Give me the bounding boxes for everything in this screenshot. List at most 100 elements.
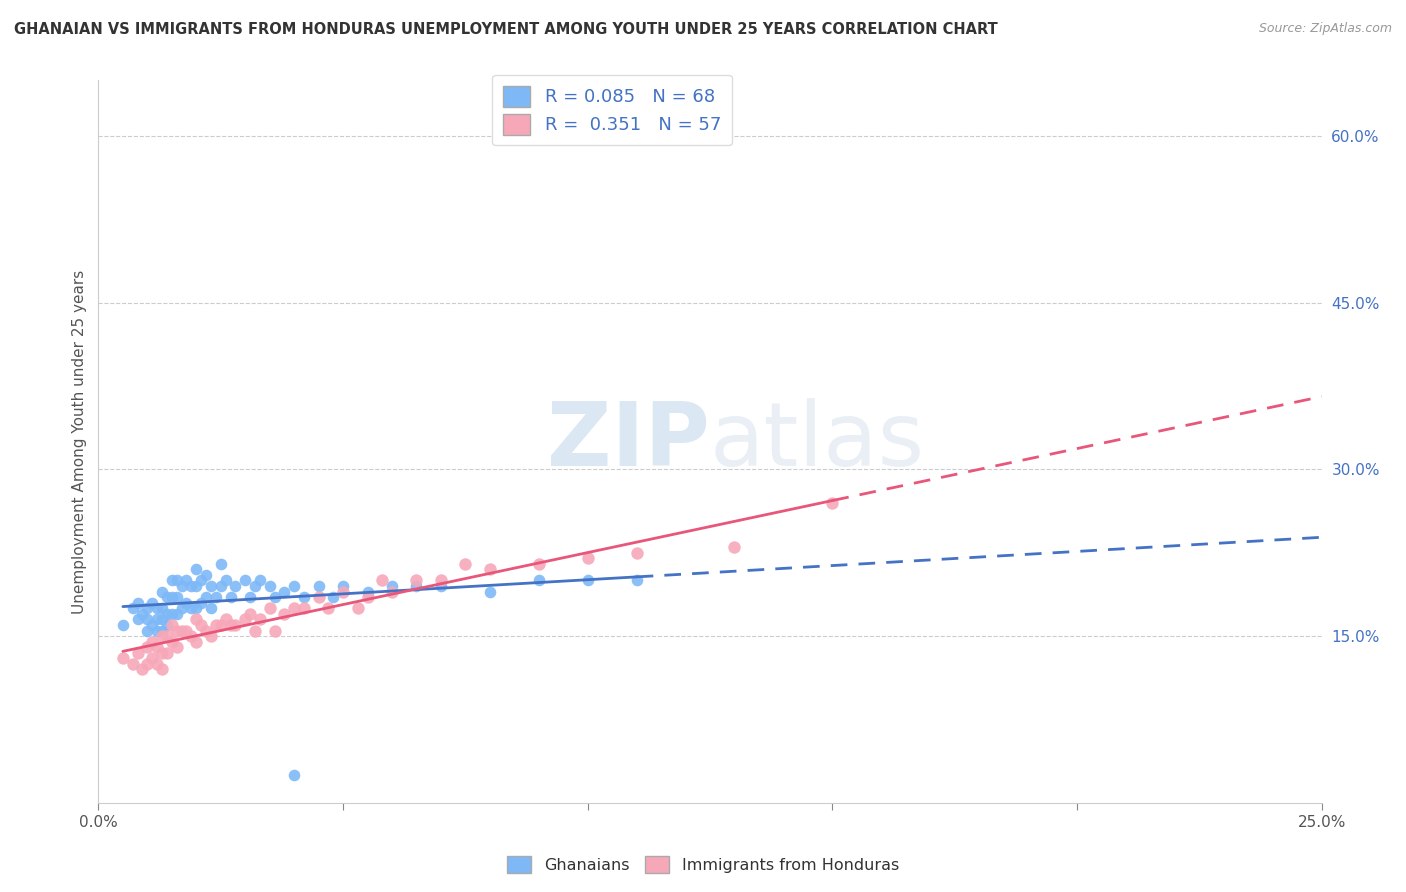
Point xyxy=(243,579,266,593)
Point xyxy=(160,618,183,632)
Point xyxy=(292,590,315,604)
Point xyxy=(263,590,285,604)
Point xyxy=(150,601,173,615)
Point xyxy=(332,584,354,599)
Point xyxy=(626,574,648,588)
Point xyxy=(576,574,599,588)
Point xyxy=(308,590,330,604)
Point xyxy=(205,590,228,604)
Point xyxy=(576,551,599,566)
Point xyxy=(156,646,179,660)
Point xyxy=(136,640,159,655)
Point xyxy=(180,629,202,643)
Point xyxy=(186,612,208,626)
Point xyxy=(136,657,159,671)
Point xyxy=(405,574,427,588)
Point xyxy=(332,579,354,593)
Point xyxy=(209,557,232,571)
Point xyxy=(243,624,266,638)
Point xyxy=(723,540,745,554)
Point xyxy=(430,579,453,593)
Point xyxy=(454,557,477,571)
Point xyxy=(195,568,218,582)
Point xyxy=(214,574,236,588)
Text: GHANAIAN VS IMMIGRANTS FROM HONDURAS UNEMPLOYMENT AMONG YOUTH UNDER 25 YEARS COR: GHANAIAN VS IMMIGRANTS FROM HONDURAS UNE… xyxy=(14,22,998,37)
Point xyxy=(209,618,232,632)
Point xyxy=(209,579,232,593)
Point xyxy=(131,607,153,621)
Point xyxy=(263,624,285,638)
Point xyxy=(200,601,222,615)
Point xyxy=(146,640,169,655)
Point xyxy=(150,584,173,599)
Point xyxy=(356,584,378,599)
Point xyxy=(121,657,143,671)
Point xyxy=(356,590,378,604)
Point xyxy=(821,496,844,510)
Point xyxy=(176,596,198,610)
Point xyxy=(195,624,218,638)
Point xyxy=(180,579,202,593)
Point xyxy=(141,634,163,648)
Point xyxy=(146,601,169,615)
Point xyxy=(136,624,159,638)
Point xyxy=(190,596,212,610)
Point xyxy=(180,601,202,615)
Point xyxy=(150,646,173,660)
Point xyxy=(156,607,179,621)
Point xyxy=(150,612,173,626)
Point xyxy=(190,574,212,588)
Point xyxy=(430,574,453,588)
Point xyxy=(259,601,281,615)
Point xyxy=(170,624,193,638)
Point xyxy=(160,634,183,648)
Point xyxy=(186,634,208,648)
Point xyxy=(160,590,183,604)
Point xyxy=(200,629,222,643)
Point xyxy=(478,584,501,599)
Point xyxy=(249,574,271,588)
Point xyxy=(273,607,295,621)
Point xyxy=(219,590,242,604)
Point xyxy=(626,546,648,560)
Point xyxy=(322,590,344,604)
Point xyxy=(308,579,330,593)
Point xyxy=(170,579,193,593)
Point xyxy=(233,612,256,626)
Point xyxy=(200,579,222,593)
Point xyxy=(224,618,246,632)
Point xyxy=(239,607,262,621)
Point xyxy=(190,618,212,632)
Point xyxy=(160,607,183,621)
Point xyxy=(127,612,149,626)
Point xyxy=(233,574,256,588)
Point xyxy=(219,618,242,632)
Point xyxy=(249,612,271,626)
Point xyxy=(283,768,305,782)
Point xyxy=(346,601,368,615)
Point xyxy=(166,640,188,655)
Point xyxy=(478,562,501,576)
Point xyxy=(166,574,188,588)
Point xyxy=(186,601,208,615)
Point xyxy=(150,624,173,638)
Point xyxy=(186,562,208,576)
Point xyxy=(146,612,169,626)
Point xyxy=(141,618,163,632)
Point xyxy=(186,579,208,593)
Point xyxy=(283,601,305,615)
Point xyxy=(121,601,143,615)
Point xyxy=(292,601,315,615)
Point xyxy=(195,590,218,604)
Point xyxy=(166,607,188,621)
Point xyxy=(405,579,427,593)
Y-axis label: Unemployment Among Youth under 25 years: Unemployment Among Youth under 25 years xyxy=(72,269,87,614)
Point xyxy=(136,601,159,615)
Text: ZIP: ZIP xyxy=(547,398,710,485)
Point xyxy=(224,579,246,593)
Legend: R = 0.085   N = 68, R =  0.351   N = 57: R = 0.085 N = 68, R = 0.351 N = 57 xyxy=(492,75,733,145)
Point xyxy=(283,579,305,593)
Point xyxy=(160,574,183,588)
Point xyxy=(381,579,404,593)
Point xyxy=(239,590,262,604)
